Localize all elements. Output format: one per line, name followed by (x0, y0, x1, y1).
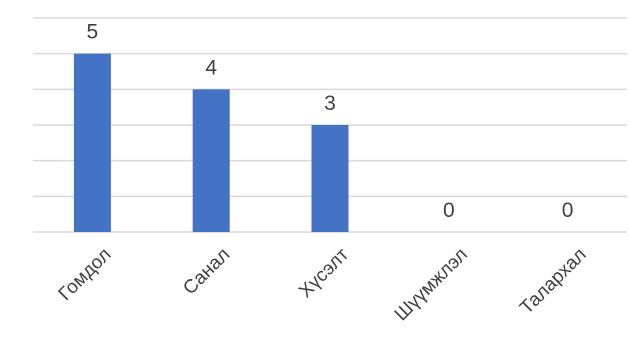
data-labels: 5 4 3 0 0 (87, 21, 574, 222)
bar (73, 53, 111, 232)
x-tick-label: Санал (179, 244, 234, 299)
x-tick-label: Талархал (516, 244, 590, 318)
x-tick-label: Гомдол (55, 244, 116, 305)
category-tick-labels: Гомдол Санал Хүсэлт Шүүмжлэл Талархал (55, 244, 591, 325)
data-label: 5 (87, 21, 99, 44)
bars (73, 53, 349, 232)
data-label: 0 (562, 199, 574, 222)
bar (192, 89, 230, 232)
bar (311, 125, 349, 232)
data-label: 0 (443, 199, 455, 222)
data-label: 3 (324, 92, 336, 115)
x-tick-label: Хүсэлт (295, 244, 353, 302)
x-tick-label: Шүүмжлэл (391, 244, 472, 325)
data-label: 4 (205, 56, 217, 79)
